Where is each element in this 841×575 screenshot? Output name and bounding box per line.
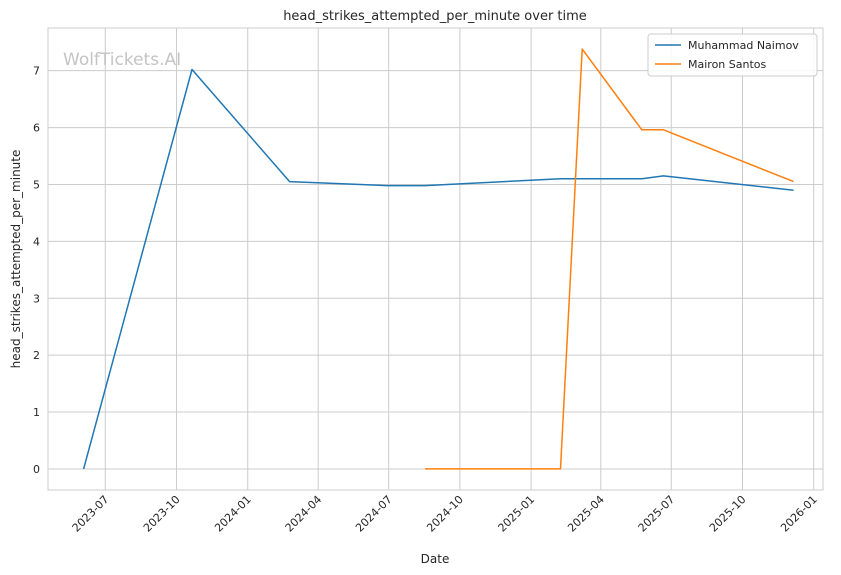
y-tick-label: 4 [33,235,40,248]
y-tick-label: 2 [33,349,40,362]
y-tick-label: 1 [33,406,40,419]
y-tick-label: 5 [33,178,40,191]
watermark: WolfTickets.AI [63,50,181,70]
series-line-2 [425,48,794,470]
y-tick-label: 7 [33,65,40,78]
series-line-1 [82,68,794,470]
y-tick-label: 6 [33,122,40,135]
y-tick-label: 0 [33,463,40,476]
chart-title: head_strikes_attempted_per_minute over t… [283,9,587,24]
plot-frame [47,27,824,491]
legend-box [647,33,818,77]
x-axis-label: Date [421,552,450,566]
legend-label: Muhammad Naimov [688,39,799,52]
series-lines [82,48,794,470]
legend-label: Mairon Santos [688,58,767,71]
y-axis-label: head_strikes_attempted_per_minute [9,150,23,369]
y-tick-label: 3 [33,292,40,305]
y-tick-labels: 0 1 2 3 4 5 6 7 [33,65,40,476]
legend: Muhammad Naimov Mairon Santos [647,33,818,77]
